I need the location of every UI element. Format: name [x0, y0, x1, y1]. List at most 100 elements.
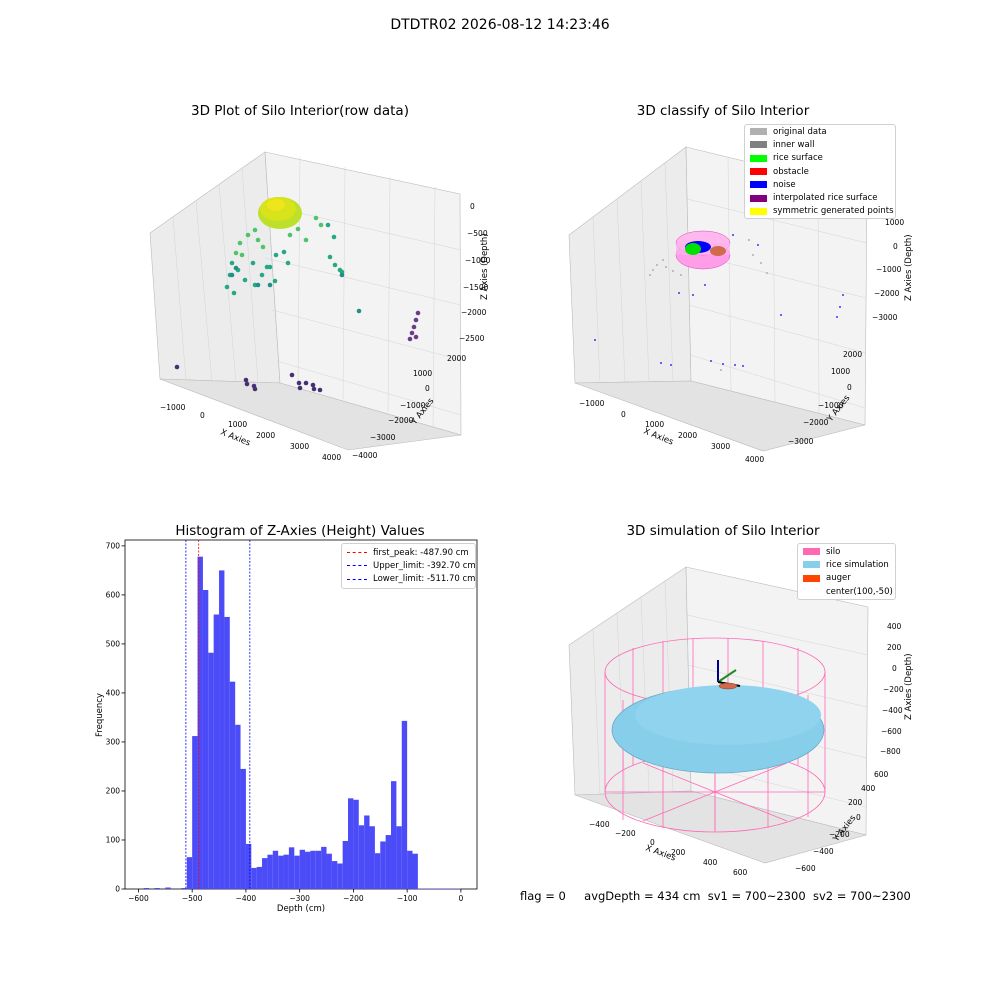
- hist-bar: [348, 798, 354, 889]
- hist-xtick-label: −300: [289, 894, 310, 903]
- legend-swatch: [803, 548, 820, 556]
- hist-ytick-label: 700: [106, 542, 121, 551]
- plot4-ztick: 400: [887, 622, 902, 631]
- hist-bar: [337, 863, 343, 889]
- plot1-tick-labels: −1000 0 1000 2000 3000 4000 −4000 −3000 …: [160, 202, 491, 462]
- plot1-ztick: −1500: [463, 283, 489, 292]
- legend-item-center: center(100,-50): [798, 585, 895, 598]
- plot2-ztick: −1000: [876, 265, 902, 274]
- legend-item-obstacle: obstacle: [745, 165, 895, 178]
- hist-ytick-label: 0: [115, 885, 120, 894]
- hist-bar: [342, 840, 349, 889]
- plot4-rice-simulation: [611, 685, 825, 774]
- plot4-ztick: −800: [880, 747, 901, 756]
- hist-bar: [256, 866, 263, 889]
- legend-label: interpolated rice surface: [773, 193, 878, 204]
- hist-bar: [380, 841, 386, 889]
- status-sv1: sv1 = 700~2300: [707, 889, 806, 903]
- plot4-ztick: −200: [883, 685, 904, 694]
- legend-swatch: [803, 588, 820, 595]
- hist-bar: [181, 888, 187, 889]
- plot4-xtick: 400: [703, 858, 718, 867]
- hist-bar: [208, 652, 214, 889]
- legend-line: [347, 578, 367, 580]
- hist-bar: [374, 853, 381, 889]
- hist-bar: [219, 570, 225, 889]
- plot4-xtick: 200: [671, 848, 686, 857]
- hist-bar: [407, 850, 413, 889]
- hist-bar: [267, 854, 273, 889]
- plot4-xtick: −200: [615, 829, 636, 838]
- legend-swatch: [750, 181, 767, 189]
- figure-title: DTDTR02 2026-08-12 14:23:46: [390, 17, 610, 33]
- plot4-3d-simulation: −400 −200 0 200 400 600 −600 −400 −200 0…: [568, 566, 914, 877]
- hist-bar: [143, 888, 150, 889]
- hist-bar: [401, 720, 408, 889]
- hist-bar: [262, 858, 268, 889]
- legend-label: silo: [826, 546, 841, 557]
- hist-bar: [358, 825, 365, 889]
- hist-bar: [326, 853, 332, 889]
- plot4-ztick: 200: [887, 643, 902, 652]
- plot2-xtick: −1000: [579, 399, 605, 408]
- plot4-xlabel: X Axies: [644, 843, 677, 863]
- legend-line: [347, 565, 367, 567]
- plot2-ytick: 0: [847, 383, 852, 392]
- plot1-xtick: 4000: [322, 453, 341, 462]
- legend-line: [347, 552, 367, 554]
- plot2-xlabel: X Axies: [642, 427, 675, 448]
- hist-bar: [331, 861, 338, 889]
- plot4-xtick: −400: [589, 820, 610, 829]
- plot1-ztick: −2000: [461, 308, 487, 317]
- plot4-auger: [717, 660, 741, 690]
- plot3-histogram: −600 −500 −400 −300 −200 −100 0 0 100 200 300 400 5…: [95, 539, 478, 914]
- plot2-ytick: 2000: [843, 350, 862, 359]
- plot1-title: 3D Plot of Silo Interior(row data): [191, 103, 409, 119]
- plot4-ytick: 200: [848, 798, 863, 807]
- legend-label: rice surface: [773, 153, 823, 164]
- legend-label: Lower_limit: -511.70 cm: [373, 574, 476, 585]
- hist-bar: [278, 855, 284, 889]
- plot2-ytick: −2000: [803, 418, 829, 427]
- plot1-xtick: 3000: [290, 442, 309, 451]
- plot2-ztick: −2000: [874, 289, 900, 298]
- hist-ytick-label: 100: [106, 836, 121, 845]
- plot2-ytick: −3000: [788, 437, 814, 446]
- plot2-xtick: 0: [621, 410, 626, 419]
- plot2-points: [594, 230, 844, 371]
- plot1-ztick: −1000: [465, 256, 491, 265]
- plot1-ytick: −4000: [352, 451, 378, 460]
- plot1-ztick: −500: [467, 229, 488, 238]
- plot2-xtick: 3000: [711, 442, 730, 451]
- hist-bar: [305, 851, 311, 889]
- legend-item-auger: auger: [798, 572, 895, 585]
- hist-bar: [165, 887, 171, 889]
- plot2-tick-labels: −1000 0 1000 2000 3000 4000 −3000 −2000 …: [579, 218, 904, 464]
- status-line: flag = 0 avgDepth = 434 cm sv1 = 700~230…: [520, 889, 911, 903]
- legend-item-noise: noise: [745, 178, 895, 191]
- hist-ytick-label: 300: [106, 738, 121, 747]
- plot1-3d-scatter: −1000 0 1000 2000 3000 4000 −4000 −3000 …: [149, 151, 491, 462]
- legend-label: symmetric generated points: [773, 206, 894, 217]
- hist-xtick-label: −600: [128, 894, 149, 903]
- legend-item-rice-simulation: rice simulation: [798, 558, 895, 571]
- hist-bar: [251, 867, 257, 889]
- legend-swatch: [750, 168, 767, 176]
- plot4-tick-labels: −400 −200 0 200 400 600 −600 −400 −200 0…: [589, 622, 904, 877]
- plot3-legend: first_peak: -487.90 cm Upper_limit: -392…: [341, 543, 476, 589]
- plot2-ztick: 0: [893, 242, 898, 251]
- hist-ytick-label: 400: [106, 689, 121, 698]
- plot1-xtick: 0: [200, 411, 205, 420]
- hist-bar: [315, 850, 322, 889]
- legend-item-silo: silo: [798, 545, 895, 558]
- legend-item-interpolated: interpolated rice surface: [745, 191, 895, 204]
- legend-label: obstacle: [773, 166, 809, 177]
- legend-label: auger: [826, 573, 851, 584]
- legend-swatch: [750, 128, 767, 136]
- plot2-title: 3D classify of Silo Interior: [636, 103, 810, 119]
- hist-ytick-label: 600: [106, 591, 121, 600]
- hist-bar: [391, 781, 397, 889]
- plot4-zlabel: Z Axies (Depth): [904, 653, 914, 720]
- plot1-ytick: −3000: [370, 433, 396, 442]
- legend-swatch: [750, 194, 767, 202]
